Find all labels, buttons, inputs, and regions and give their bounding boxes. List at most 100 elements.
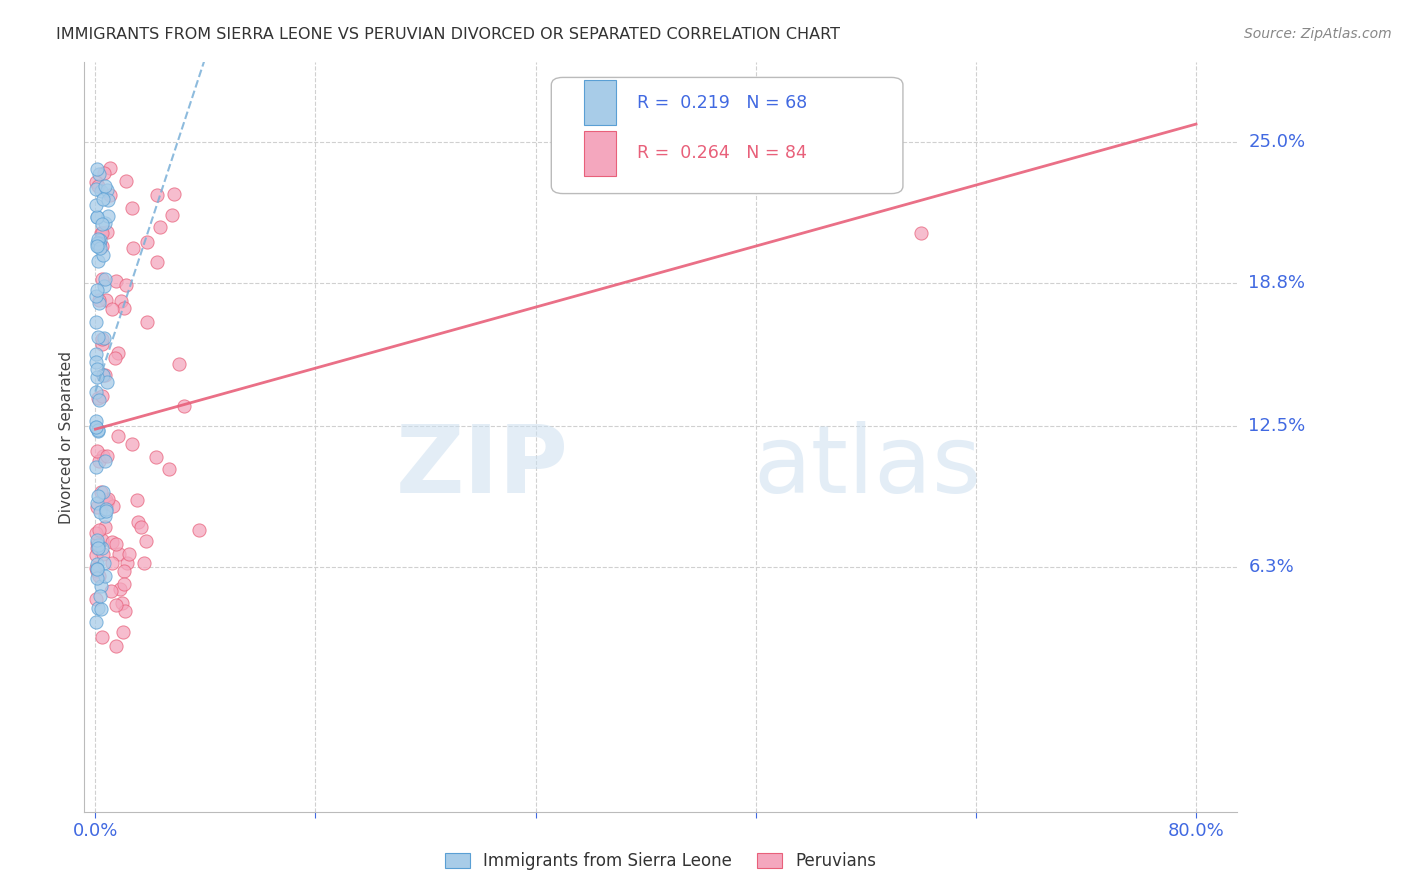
Point xyxy=(89,233,111,247)
Point xyxy=(146,255,169,269)
Point xyxy=(84,615,107,629)
Point xyxy=(96,375,118,389)
Point xyxy=(173,399,195,413)
Text: 18.8%: 18.8% xyxy=(1249,274,1305,292)
Point xyxy=(86,444,108,458)
Point xyxy=(101,556,124,570)
Point xyxy=(101,499,124,513)
Point xyxy=(94,179,117,194)
Point xyxy=(97,492,120,507)
Point xyxy=(121,241,143,255)
Point xyxy=(96,492,118,507)
Point xyxy=(94,368,117,383)
Point xyxy=(104,536,127,550)
Point xyxy=(129,520,152,534)
Point xyxy=(163,187,186,202)
Point xyxy=(86,162,108,177)
Point xyxy=(93,509,115,524)
Point xyxy=(100,302,122,317)
Point xyxy=(84,420,107,434)
Point xyxy=(188,524,211,538)
Point xyxy=(167,357,190,371)
Point xyxy=(86,232,108,246)
Point xyxy=(94,293,117,308)
Point xyxy=(91,630,114,644)
Point xyxy=(145,450,167,465)
Point xyxy=(86,541,108,555)
Point xyxy=(93,368,115,382)
Point xyxy=(118,547,141,561)
Point xyxy=(115,277,138,292)
Point xyxy=(96,449,118,463)
FancyBboxPatch shape xyxy=(551,78,903,194)
Text: 6.3%: 6.3% xyxy=(1249,558,1294,575)
Point xyxy=(86,210,108,224)
Point xyxy=(87,293,110,307)
Point xyxy=(86,571,108,585)
Point xyxy=(87,391,110,405)
Point xyxy=(90,602,112,616)
Text: ZIP: ZIP xyxy=(395,421,568,513)
Point xyxy=(94,519,117,533)
Point xyxy=(84,526,107,541)
Point xyxy=(96,183,118,197)
Point xyxy=(86,536,108,550)
Point xyxy=(91,547,114,561)
Point xyxy=(91,541,114,555)
Point xyxy=(91,272,114,286)
Point xyxy=(86,564,108,578)
Point xyxy=(87,489,110,503)
Text: R =  0.219   N = 68: R = 0.219 N = 68 xyxy=(637,94,807,112)
Point xyxy=(86,423,108,437)
Text: IMMIGRANTS FROM SIERRA LEONE VS PERUVIAN DIVORCED OR SEPARATED CORRELATION CHART: IMMIGRANTS FROM SIERRA LEONE VS PERUVIAN… xyxy=(56,27,841,42)
Point xyxy=(104,351,127,365)
Text: atlas: atlas xyxy=(754,421,981,513)
Point xyxy=(96,225,118,239)
Point xyxy=(84,175,107,189)
Point xyxy=(86,253,108,268)
Point xyxy=(84,420,107,434)
Point xyxy=(87,239,110,253)
Point xyxy=(86,362,108,376)
Point xyxy=(87,601,110,615)
Point xyxy=(87,178,110,193)
Point xyxy=(86,562,108,576)
Point xyxy=(105,274,128,288)
Point xyxy=(108,582,131,596)
Point xyxy=(90,226,112,240)
Point xyxy=(97,193,120,207)
Point xyxy=(84,182,107,196)
Point xyxy=(86,239,108,253)
Point xyxy=(91,239,114,253)
Point xyxy=(86,496,108,510)
Point xyxy=(93,331,115,345)
Point xyxy=(96,496,118,510)
Point xyxy=(910,226,932,240)
Point xyxy=(157,462,180,476)
Y-axis label: Divorced or Separated: Divorced or Separated xyxy=(59,351,75,524)
Point xyxy=(84,384,107,399)
Point xyxy=(86,562,108,576)
Point xyxy=(89,523,111,537)
Point xyxy=(86,533,108,548)
Point xyxy=(91,337,114,351)
Point xyxy=(93,484,115,499)
Point xyxy=(89,453,111,467)
Point xyxy=(86,236,108,251)
Legend: Immigrants from Sierra Leone, Peruvians: Immigrants from Sierra Leone, Peruvians xyxy=(437,844,884,879)
Point xyxy=(84,591,107,606)
Point xyxy=(84,414,107,428)
Point xyxy=(86,557,108,571)
Point xyxy=(87,541,110,555)
Point xyxy=(93,166,115,180)
Point xyxy=(107,547,129,561)
Point xyxy=(84,315,107,329)
Point xyxy=(90,484,112,499)
Point xyxy=(135,315,157,329)
Point xyxy=(110,294,132,309)
Text: 12.5%: 12.5% xyxy=(1249,417,1306,434)
Point xyxy=(104,598,127,612)
Point xyxy=(91,332,114,346)
Point xyxy=(90,184,112,198)
Point xyxy=(89,241,111,255)
